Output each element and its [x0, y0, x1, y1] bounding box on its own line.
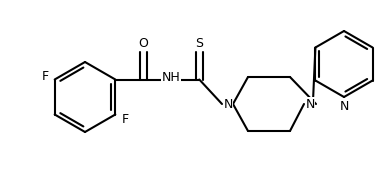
Text: O: O [138, 37, 148, 50]
Text: NH: NH [162, 71, 181, 84]
Text: N: N [339, 100, 349, 113]
Text: F: F [122, 113, 129, 126]
Text: S: S [195, 37, 203, 50]
Text: F: F [42, 70, 49, 83]
Text: N: N [223, 98, 233, 111]
Text: N: N [305, 98, 315, 111]
